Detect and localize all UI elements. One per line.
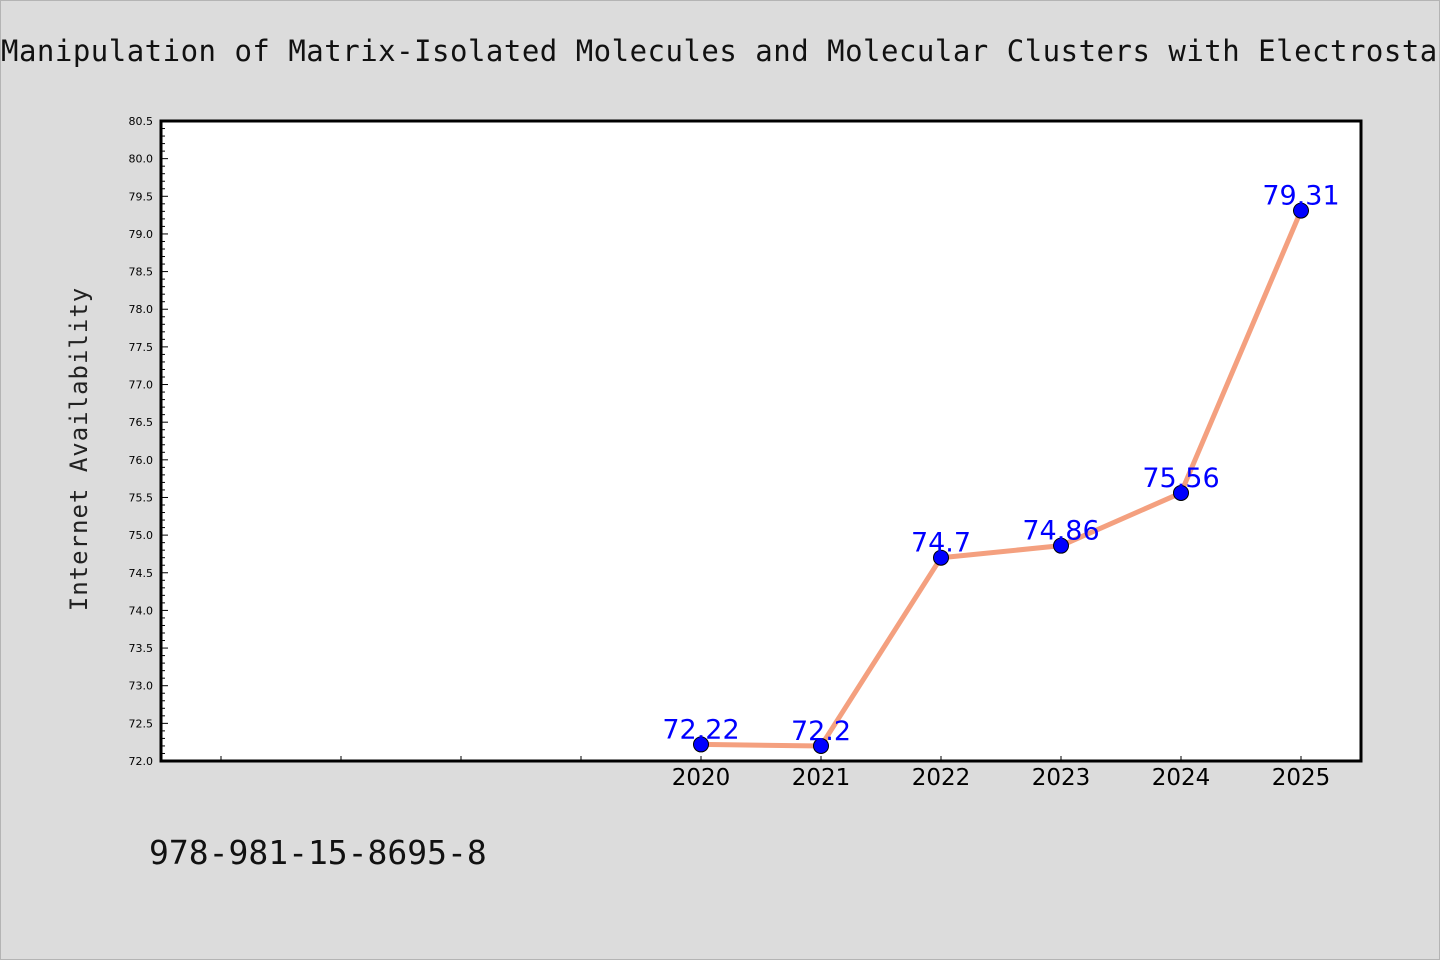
data-point (1173, 484, 1189, 501)
y-tick-label: 73.0 (129, 680, 154, 693)
y-tick-label: 75.5 (129, 491, 154, 504)
x-tick-label: 2023 (1032, 765, 1091, 791)
y-tick-label: 80.0 (129, 153, 154, 166)
y-tick-label: 73.5 (129, 642, 154, 655)
data-label: 72.22 (662, 714, 739, 745)
data-label: 79.31 (1262, 181, 1339, 212)
isbn-code: 978-981-15-8695-8 (149, 833, 487, 872)
y-tick-label: 76.5 (129, 416, 154, 429)
plot-area (159, 119, 1363, 763)
series-line (700, 209, 1304, 749)
y-tick-label: 72.5 (129, 717, 154, 730)
x-tick-label: 2025 (1272, 765, 1331, 791)
data-point (933, 549, 949, 566)
data-point (813, 737, 829, 754)
series-group (693, 202, 1309, 754)
y-tick-label: 77.5 (129, 341, 154, 354)
y-tick-label: 78.0 (129, 303, 154, 316)
data-label: 75.56 (1142, 463, 1219, 494)
y-tick-label: 74.0 (129, 604, 154, 617)
data-label: 72.2 (791, 716, 851, 747)
y-tick-label: 79.5 (129, 190, 154, 203)
chart-title: Manipulation of Matrix-Isolated Molecule… (1, 34, 1439, 68)
y-tick-label: 79.0 (129, 228, 154, 241)
x-tick-label: 2024 (1152, 765, 1211, 791)
data-label: 74.7 (911, 528, 971, 559)
x-tick-label: 2020 (672, 765, 731, 791)
y-tick-label: 74.5 (129, 567, 154, 580)
x-axis: 2020 2021 2022 2023 2024 2025 (220, 756, 1331, 791)
data-point (1053, 537, 1069, 554)
y-axis-title: Internet Availability (65, 287, 93, 611)
y-tick-label: 80.5 (129, 115, 154, 128)
y-tick-label: 77.0 (129, 379, 154, 392)
y-tick-label: 75.0 (129, 529, 154, 542)
y-axis: 72.0 72.5 73.0 73.5 74.0 74.5 75.0 75.5 76.0 76.5… (129, 115, 168, 768)
x-tick-label: 2022 (912, 765, 971, 791)
data-labels: 72.22 72.2 74.7 74.86 75.56 79.31 (662, 181, 1339, 747)
y-tick-label: 76.0 (129, 454, 154, 467)
data-label: 74.86 (1022, 516, 1099, 547)
data-point (1293, 202, 1309, 219)
y-tick-label: 78.5 (129, 266, 154, 279)
data-point (693, 736, 709, 753)
y-tick-label: 72.0 (129, 755, 154, 768)
x-tick-label: 2021 (792, 765, 851, 791)
